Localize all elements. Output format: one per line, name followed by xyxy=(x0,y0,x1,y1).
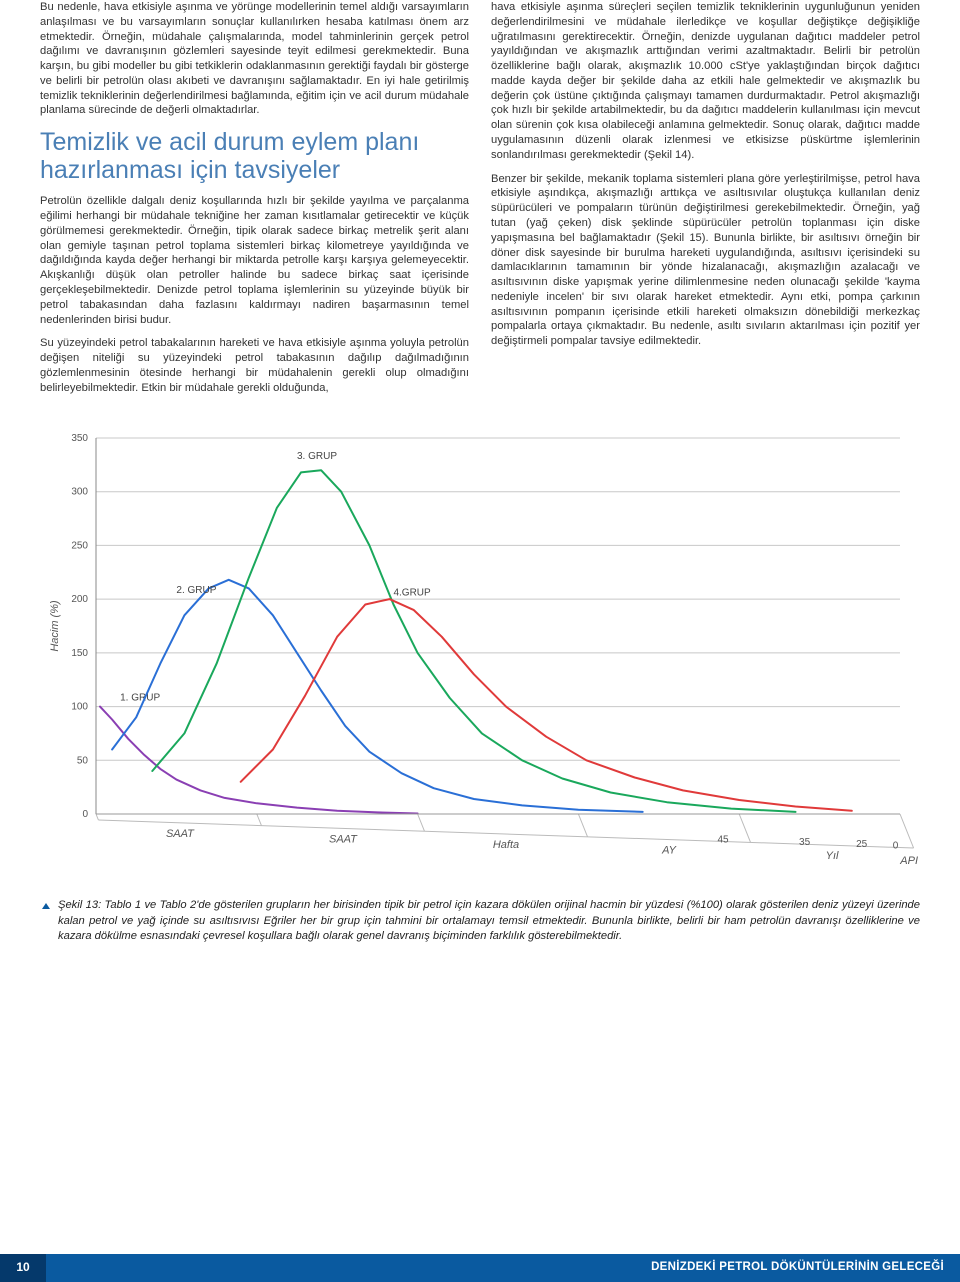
body-paragraph: Bu nedenle, hava etkisiyle aşınma ve yör… xyxy=(40,0,469,118)
svg-text:50: 50 xyxy=(77,756,89,767)
svg-text:45: 45 xyxy=(717,835,729,846)
svg-text:Hafta: Hafta xyxy=(493,839,519,851)
page-footer: 10 DENİZDEKİ PETROL DÖKÜNTÜLERİNİN GELEC… xyxy=(0,1254,960,1282)
svg-text:35: 35 xyxy=(799,838,811,849)
svg-text:AY: AY xyxy=(661,845,677,857)
svg-text:Yıl: Yıl xyxy=(826,851,839,863)
body-paragraph: Petrolün özellikle dalgalı deniz koşulla… xyxy=(40,194,469,327)
svg-text:300: 300 xyxy=(71,487,88,498)
svg-text:200: 200 xyxy=(71,595,88,606)
svg-text:Hacim (%): Hacim (%) xyxy=(49,600,61,652)
svg-text:100: 100 xyxy=(71,702,88,713)
body-paragraph: Su yüzeyindeki petrol tabakalarının hare… xyxy=(40,336,469,395)
figure-caption: Şekil 13: Tablo 1 ve Tablo 2'de gösteril… xyxy=(40,898,920,943)
svg-text:2. GRUP: 2. GRUP xyxy=(176,586,216,597)
svg-text:150: 150 xyxy=(71,648,88,659)
svg-text:0: 0 xyxy=(82,809,88,820)
svg-text:25: 25 xyxy=(856,840,868,851)
svg-text:0: 0 xyxy=(893,841,899,852)
section-title: Temizlik ve acil durum eylem planı hazır… xyxy=(40,128,469,184)
svg-text:SAAT: SAAT xyxy=(329,834,358,846)
svg-text:250: 250 xyxy=(71,541,88,552)
svg-text:4.GRUP: 4.GRUP xyxy=(393,588,431,599)
svg-text:SAAT: SAAT xyxy=(166,828,195,840)
chart-figure: 050100150200250300350Hacim (%)1. GRUP2. … xyxy=(40,424,920,884)
body-paragraph: Benzer bir şekilde, mekanik toplama sist… xyxy=(491,172,920,349)
footer-title: DENİZDEKİ PETROL DÖKÜNTÜLERİNİN GELECEĞİ xyxy=(46,1254,960,1282)
svg-text:API: API xyxy=(899,855,918,867)
left-column: Bu nedenle, hava etkisiyle aşınma ve yör… xyxy=(40,0,469,404)
svg-text:1. GRUP: 1. GRUP xyxy=(120,693,160,704)
caption-text: Şekil 13: Tablo 1 ve Tablo 2'de gösteril… xyxy=(58,898,920,943)
right-column: hava etkisiyle aşınma süreçleri seçilen … xyxy=(491,0,920,404)
svg-text:3. GRUP: 3. GRUP xyxy=(297,451,337,462)
page-number: 10 xyxy=(0,1254,46,1282)
svg-text:350: 350 xyxy=(71,433,88,444)
body-paragraph: hava etkisiyle aşınma süreçleri seçilen … xyxy=(491,0,920,163)
caption-arrow-icon xyxy=(40,900,52,912)
